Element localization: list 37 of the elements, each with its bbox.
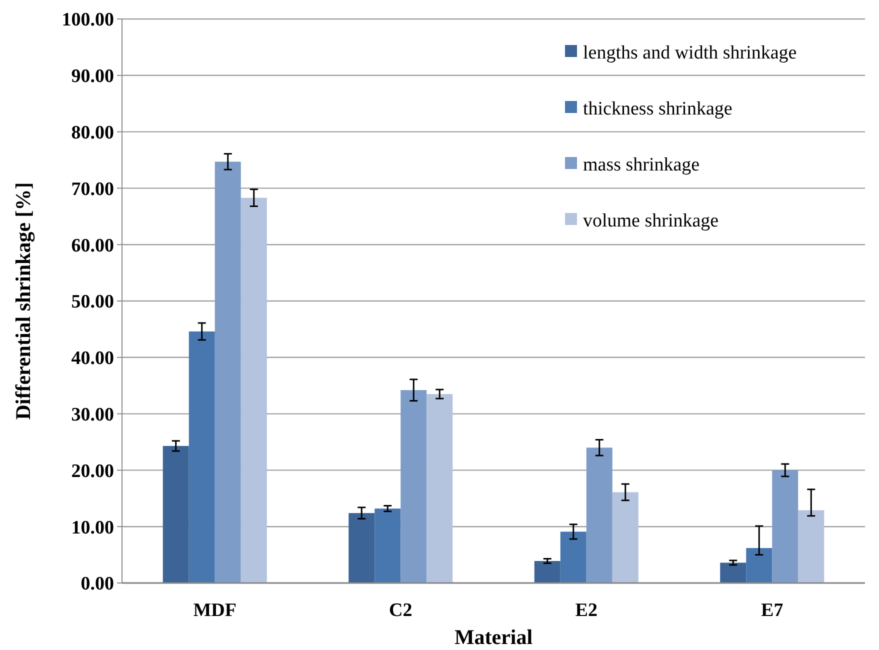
bar [188, 331, 215, 583]
bar [612, 492, 638, 583]
y-tick-label: 80.00 [71, 122, 114, 144]
y-tick-label: 10.00 [71, 517, 114, 538]
y-axis-title: Differential shrinkage [%] [11, 182, 35, 420]
x-tick-label: MDF [193, 600, 237, 621]
bar [214, 162, 241, 583]
bar [586, 448, 612, 583]
bar [746, 548, 772, 583]
bar [400, 390, 427, 583]
legend-label: mass shrinkage [583, 154, 700, 176]
bar [374, 508, 401, 583]
bar [560, 532, 586, 583]
x-tick-label: E2 [575, 600, 598, 621]
y-tick-label: 100.00 [62, 10, 114, 31]
legend-label: thickness shrinkage [583, 98, 732, 120]
bar [426, 394, 453, 583]
y-tick-label: 50.00 [71, 292, 114, 313]
bar [348, 513, 375, 583]
legend-label: lengths and width shrinkage [583, 42, 797, 64]
legend-label: volume shrinkage [583, 210, 719, 232]
bar [162, 446, 189, 583]
y-tick-label: 0.00 [80, 574, 114, 595]
y-tick-label: 30.00 [71, 404, 114, 426]
y-tick-label: 70.00 [71, 178, 114, 200]
bar [772, 470, 798, 583]
bar [240, 198, 267, 583]
y-tick-label: 40.00 [71, 348, 114, 370]
x-tick-label: E7 [761, 600, 784, 621]
x-axis-title: Material [454, 625, 533, 649]
y-tick-label: 90.00 [71, 66, 114, 88]
bar [720, 562, 746, 583]
bar [798, 510, 824, 583]
bar [534, 561, 560, 583]
y-tick-label: 20.00 [71, 460, 114, 482]
y-tick-label: 60.00 [71, 235, 114, 256]
x-tick-label: C2 [389, 600, 412, 621]
